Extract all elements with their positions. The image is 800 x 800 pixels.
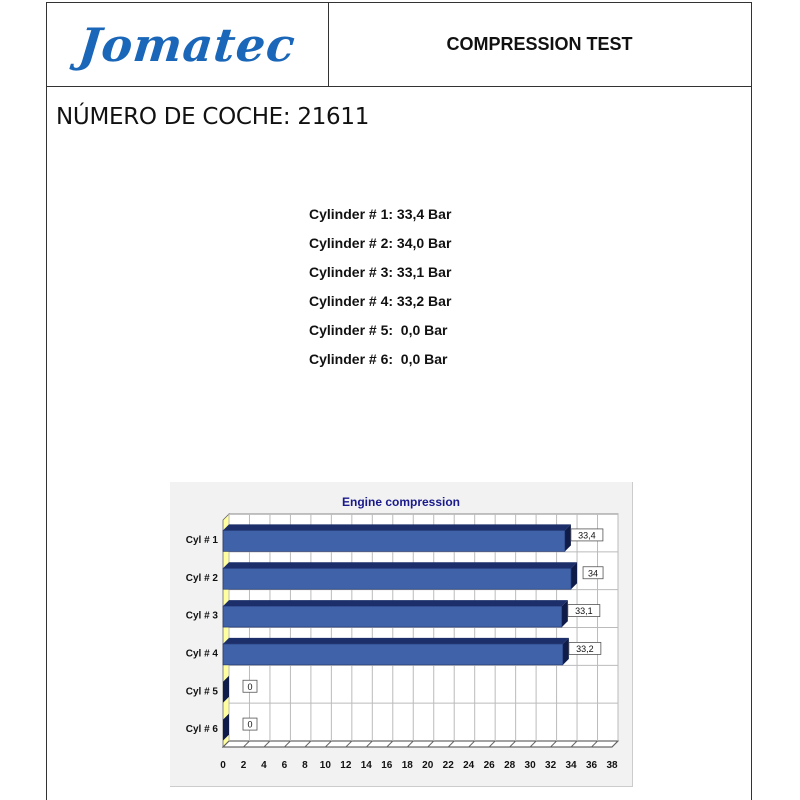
floor-tick (611, 740, 619, 748)
data-label: 34 (588, 568, 598, 578)
data-label-box (567, 604, 601, 617)
data-label-box (582, 566, 604, 580)
floor-tick (591, 740, 598, 748)
bar-side (223, 675, 229, 703)
x-tick-label: 30 (525, 760, 537, 771)
reading-cyl-5: Cylinder # 5: 0,0 Bar (309, 322, 448, 338)
logo-cell: Jomatec (47, 3, 329, 86)
floor-tick (447, 740, 455, 748)
y-tick-label: Cyl # 2 (186, 573, 219, 584)
jomatec-logo: Jomatec (76, 17, 299, 72)
reading-cyl-1: Cylinder # 1: 33,4 Bar (309, 206, 452, 222)
bar-top (223, 524, 571, 531)
data-label: 0 (247, 720, 252, 730)
x-tick-label: 0 (220, 760, 226, 771)
bar-side (564, 524, 571, 552)
floor-tick (570, 740, 578, 748)
x-tick-label: 2 (241, 760, 247, 771)
bar (222, 530, 566, 552)
y-tick-label: Cyl # 5 (186, 686, 219, 697)
y-tick-label: Cyl # 1 (186, 535, 219, 546)
y-tick-label: Cyl # 4 (186, 648, 219, 659)
x-tick-label: 18 (402, 760, 414, 771)
x-tick-label: 26 (484, 760, 496, 771)
x-tick-label: 6 (282, 760, 288, 771)
x-tick-label: 8 (302, 760, 308, 771)
x-tick-label: 4 (261, 760, 267, 771)
x-tick-label: 34 (565, 760, 577, 771)
x-tick-label: 22 (443, 760, 455, 771)
floor-tick (550, 740, 557, 748)
bar (222, 643, 564, 666)
reading-cyl-4: Cylinder # 4: 33,2 Bar (309, 293, 452, 309)
floor-tick (345, 740, 353, 748)
reading-cyl-2: Cylinder # 2: 34,0 Bar (309, 235, 452, 251)
page-border-right (751, 87, 752, 800)
data-label: 33,2 (576, 644, 594, 654)
bar-top (223, 600, 568, 607)
floor-tick (365, 740, 373, 748)
floor-tick (304, 740, 312, 748)
cylinder-readings: Cylinder # 1: 33,4 Bar Cylinder # 2: 34,… (309, 204, 451, 378)
floor-tick (386, 740, 394, 748)
x-tick-label: 32 (545, 760, 557, 771)
bar (222, 605, 563, 628)
plot-floor (221, 740, 620, 748)
x-tick-label: 38 (606, 760, 618, 771)
report-title: COMPRESSION TEST (446, 34, 633, 54)
engine-compression-chart: Engine compression 0 2 4 6 8 10 12 14 16 18 20 22 24 2… (170, 482, 633, 787)
bar (222, 567, 572, 590)
floor-tick (509, 740, 516, 748)
data-label-box (242, 717, 258, 731)
x-tick-label: 24 (463, 760, 475, 771)
page-border-left (46, 87, 47, 800)
floor-tick (222, 740, 230, 748)
data-label-box (570, 528, 604, 542)
floor-tick (325, 740, 332, 748)
reading-cyl-3: Cylinder # 3: 33,1 Bar (309, 264, 452, 280)
reading-cyl-6: Cylinder # 6: 0,0 Bar (309, 351, 448, 367)
chart-title: Engine compression (342, 495, 460, 509)
y-tick-label: Cyl # 6 (186, 724, 219, 735)
x-tick-label: 28 (504, 760, 516, 771)
floor-tick (529, 740, 537, 748)
floor-tick (427, 740, 435, 748)
floor-tick (243, 740, 250, 748)
bar-side (561, 600, 568, 628)
bar-side (571, 562, 578, 590)
floor-tick (488, 740, 496, 748)
floor-tick (263, 740, 271, 748)
x-tick-label: 16 (381, 760, 393, 771)
floor-tick (284, 740, 291, 748)
bar-side (562, 637, 569, 665)
floor-tick (406, 740, 414, 748)
data-label: 33,1 (575, 606, 593, 616)
x-tick-label: 36 (586, 760, 598, 771)
bar-side (223, 713, 229, 741)
data-label-box (568, 642, 602, 655)
data-label: 0 (247, 682, 252, 692)
floor-tick (468, 740, 476, 748)
report-header: Jomatec COMPRESSION TEST (46, 2, 752, 87)
bar-top (223, 637, 569, 644)
bar-top (223, 562, 578, 569)
data-label: 33,4 (578, 530, 596, 540)
x-tick-label: 20 (422, 760, 434, 771)
x-tick-label: 14 (361, 760, 373, 771)
x-tick-label: 10 (320, 760, 332, 771)
x-tick-label: 12 (340, 760, 352, 771)
y-tick-label: Cyl # 3 (186, 611, 219, 622)
data-label-box (242, 679, 258, 693)
car-number: NÚMERO DE COCHE: 21611 (56, 104, 370, 130)
